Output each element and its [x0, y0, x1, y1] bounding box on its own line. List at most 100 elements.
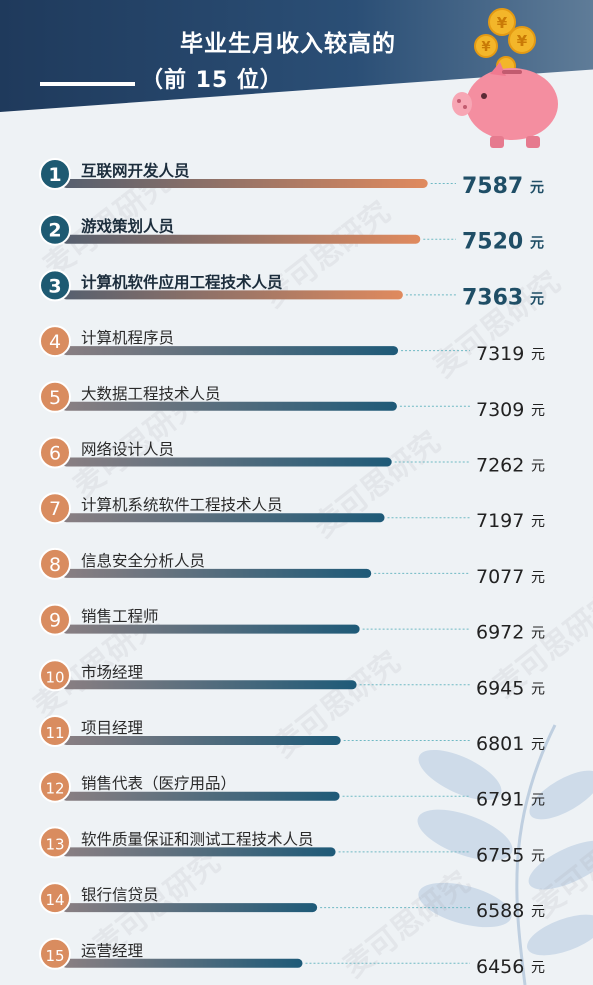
unit-label: 元 [530, 291, 544, 307]
rank-label: 4 [49, 331, 61, 353]
rank-label: 9 [49, 610, 61, 632]
bar [62, 346, 399, 356]
bar [62, 513, 385, 523]
unit-label: 元 [531, 681, 545, 697]
rank-badge [39, 826, 71, 859]
rank-label: 10 [45, 668, 64, 686]
unit-label: 元 [531, 347, 545, 363]
rank-badge [39, 325, 71, 358]
value-label: 6755 [476, 844, 524, 866]
value-label: 7262 [476, 455, 524, 477]
category-label: 销售工程师 [81, 608, 159, 626]
category-label: 信息安全分析人员 [81, 552, 205, 570]
rank-badge [39, 937, 71, 970]
unit-label: 元 [531, 793, 545, 809]
bar [62, 401, 397, 411]
rank-badge [39, 492, 71, 525]
svg-text:¥: ¥ [517, 32, 528, 50]
value-label: 7587 [462, 174, 523, 199]
bar [62, 847, 336, 857]
category-label: 项目经理 [81, 719, 143, 737]
value-label: 7197 [476, 510, 524, 532]
rank-label: 1 [48, 164, 61, 186]
rank-badge [39, 436, 71, 469]
unit-label: 元 [531, 904, 545, 920]
title-line-2-text: （前 15 位） [141, 68, 283, 93]
bar [62, 958, 303, 968]
rank-label: 7 [49, 498, 61, 520]
rank-label: 12 [45, 780, 64, 798]
rank-badge [39, 380, 71, 413]
title-line-2: （前 15 位） [40, 62, 283, 94]
bar [62, 624, 360, 634]
rank-badge [39, 547, 71, 580]
value-label: 7309 [476, 399, 524, 421]
category-label: 计算机软件应用工程技术人员 [81, 272, 283, 291]
rank-badge [39, 158, 71, 190]
bar [62, 290, 403, 300]
rank-badge [39, 715, 71, 747]
bar [62, 457, 392, 467]
unit-label: 元 [531, 737, 545, 753]
rank-label: 14 [45, 891, 64, 909]
category-label: 计算机程序员 [81, 328, 174, 347]
leaf-decoration-icon [417, 724, 593, 985]
rank-label: 8 [49, 554, 61, 576]
unit-label: 元 [531, 848, 545, 864]
category-label: 大数据工程技术人员 [81, 385, 221, 403]
value-label: 6588 [476, 900, 524, 922]
unit-label: 元 [530, 236, 544, 252]
rank-badge [39, 269, 71, 302]
category-label: 网络设计人员 [81, 441, 174, 459]
category-label: 银行信贷员 [81, 886, 159, 904]
value-label: 7077 [476, 566, 524, 588]
rank-badge [39, 213, 71, 246]
unit-label: 元 [531, 403, 545, 419]
unit-label: 元 [530, 180, 544, 196]
unit-label: 元 [531, 626, 545, 642]
bar [62, 234, 421, 244]
value-label: 7520 [462, 230, 523, 255]
unit-label: 元 [531, 514, 545, 530]
bar [62, 736, 341, 745]
unit-label: 元 [531, 459, 545, 475]
bar [62, 680, 357, 690]
rank-badge [39, 770, 71, 803]
rank-label: 5 [49, 387, 61, 409]
rank-badge [39, 659, 71, 692]
rank-label: 6 [49, 443, 61, 465]
bar [62, 903, 318, 913]
rank-label: 2 [48, 220, 61, 242]
category-label: 游戏策划人员 [81, 217, 174, 236]
category-label: 软件质量保证和测试工程技术人员 [81, 830, 314, 848]
unit-label: 元 [531, 960, 545, 976]
value-label: 6456 [476, 956, 524, 978]
rank-label: 3 [48, 275, 61, 297]
unit-label: 元 [531, 570, 545, 586]
bar [62, 568, 372, 578]
category-label: 运营经理 [81, 942, 143, 960]
coin-icon [474, 34, 498, 58]
rank-label: 11 [45, 724, 64, 742]
category-label: 互联网开发人员 [81, 161, 190, 180]
category-label: 计算机系统软件工程技术人员 [81, 495, 283, 514]
value-label: 6791 [476, 789, 524, 811]
rank-badge [39, 882, 71, 915]
bar [62, 791, 340, 801]
blurred-text [40, 76, 135, 86]
value-label: 6945 [476, 677, 524, 699]
piggy-bank-icon: ¥ ¥ ¥ [452, 8, 558, 148]
svg-text:¥: ¥ [481, 40, 490, 55]
category-label: 市场经理 [81, 663, 143, 681]
coin-icon [488, 8, 516, 36]
value-label: 7319 [476, 343, 524, 365]
category-label: 销售代表（医疗用品） [81, 775, 236, 793]
rank-badge [39, 603, 71, 636]
rank-label: 13 [45, 835, 64, 853]
svg-text:¥: ¥ [497, 14, 508, 32]
value-label: 6801 [476, 733, 524, 755]
rank-label: 15 [45, 947, 64, 965]
title-line-1: 毕业生月收入较高的 [180, 31, 396, 57]
